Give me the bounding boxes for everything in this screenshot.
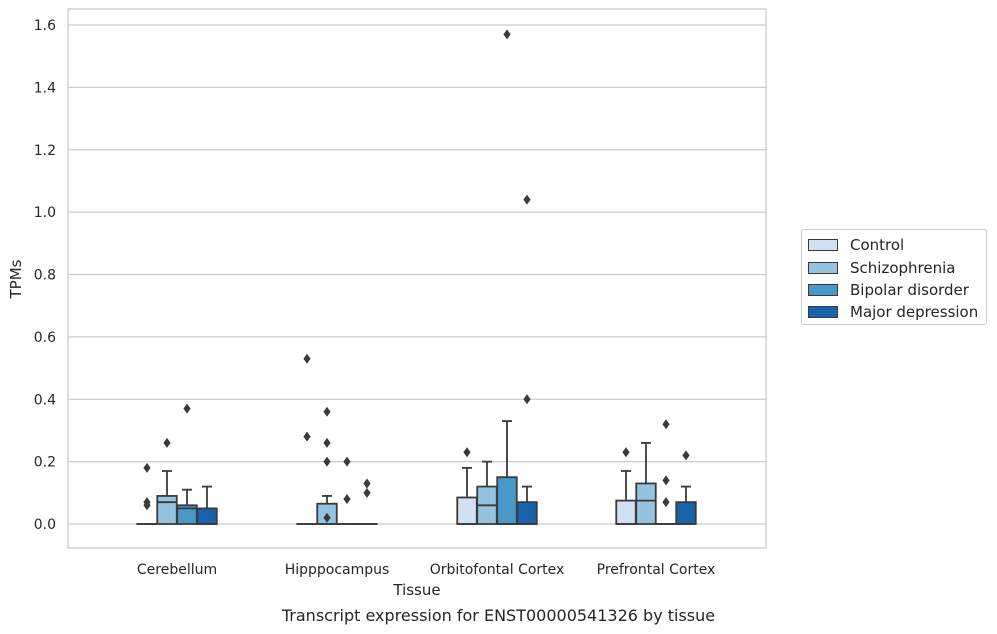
legend-swatch-bipolar-disorder	[808, 284, 838, 296]
outlier-point	[662, 419, 670, 430]
box-0-2	[456, 447, 478, 525]
box-0-1	[296, 353, 318, 525]
box-body	[675, 501, 697, 525]
plot-frame	[67, 8, 767, 549]
outlier-point	[463, 447, 471, 458]
box-2-3	[655, 419, 677, 525]
outlier-point	[622, 447, 630, 458]
box-3-2	[516, 194, 538, 525]
outlier-point	[343, 456, 351, 467]
outlier-point	[323, 456, 331, 467]
box-3-3	[675, 450, 697, 525]
box-0-0	[136, 462, 158, 525]
x-axis-ticks: Cerebellum Hipppocampus Orbitofontal Corte…	[137, 562, 715, 578]
box-1-0	[156, 437, 178, 525]
box-body	[615, 499, 637, 525]
y-tick-label: 1.6	[34, 18, 56, 34]
outlier-point	[363, 487, 371, 498]
legend-swatch-control	[808, 239, 838, 251]
x-tick-label: Hipppocampus	[285, 562, 390, 578]
outlier-point	[662, 475, 670, 486]
legend-item-schizophrenia: Schizophrenia	[808, 258, 955, 278]
outlier-point	[303, 353, 311, 364]
outlier-point	[343, 494, 351, 505]
box-body	[516, 501, 538, 525]
outlier-point	[143, 500, 151, 511]
x-tick-label: Orbitofontal Cortex	[430, 562, 565, 578]
box-body	[635, 482, 657, 525]
legend-label-control: Control	[850, 236, 905, 254]
outlier-point	[523, 194, 531, 205]
box-body	[496, 476, 518, 525]
outlier-point	[183, 403, 191, 414]
outlier-point	[323, 437, 331, 448]
box-body	[196, 507, 218, 525]
y-tick-label: 1.4	[34, 80, 56, 96]
legend-swatch-schizophrenia	[808, 262, 838, 274]
outlier-point	[662, 497, 670, 508]
legend-label-major-depression: Major depression	[850, 303, 979, 321]
y-axis-label: TPMs	[7, 259, 25, 299]
outlier-point	[503, 29, 511, 40]
y-tick-label: 1.0	[34, 205, 56, 221]
y-tick-label: 0.8	[34, 268, 56, 284]
y-axis-ticks: 0.0 0.2 0.4 0.6 0.8 1.0 1.2 1.4 1.6	[34, 18, 56, 533]
outlier-point	[323, 512, 331, 523]
outlier-point	[303, 431, 311, 442]
box-1-1	[316, 406, 338, 525]
legend-label-bipolar-disorder: Bipolar disorder	[850, 281, 969, 299]
outlier-point	[363, 478, 371, 489]
box-1-2	[476, 460, 498, 525]
gridlines	[68, 24, 766, 525]
x-tick-label: Prefrontal Cortex	[597, 562, 716, 578]
legend-item-bipolar-disorder: Bipolar disorder	[808, 280, 969, 300]
legend-item-major-depression: Major depression	[808, 302, 978, 322]
outlier-point	[323, 406, 331, 417]
x-axis-label: Tissue	[392, 581, 440, 599]
boxplot-series	[136, 29, 697, 525]
y-tick-label: 0.0	[34, 517, 56, 533]
y-tick-label: 0.2	[34, 455, 56, 471]
legend: Control Schizophrenia Bipolar disorder M…	[801, 229, 987, 325]
box-2-0	[176, 403, 198, 525]
box-0-3	[615, 447, 637, 525]
y-tick-label: 1.2	[34, 143, 56, 159]
legend-label-schizophrenia: Schizophrenia	[850, 259, 956, 277]
outlier-point	[682, 450, 690, 461]
outlier-point	[163, 437, 171, 448]
box-3-0	[196, 485, 218, 525]
box-body	[456, 496, 478, 525]
legend-item-control: Control	[808, 235, 904, 255]
box-2-1	[336, 456, 358, 525]
outlier-point	[143, 462, 151, 473]
figure-caption: Transcript expression for ENST0000054132…	[281, 606, 716, 625]
legend-swatch-major-depression	[808, 306, 838, 318]
box-1-3	[635, 442, 657, 525]
x-tick-label: Cerebellum	[137, 562, 217, 578]
box-3-1	[356, 478, 378, 525]
box-body	[156, 495, 178, 525]
y-tick-label: 0.6	[34, 330, 56, 346]
box-2-2	[496, 29, 518, 525]
outlier-point	[523, 394, 531, 405]
y-tick-label: 0.4	[34, 392, 56, 408]
